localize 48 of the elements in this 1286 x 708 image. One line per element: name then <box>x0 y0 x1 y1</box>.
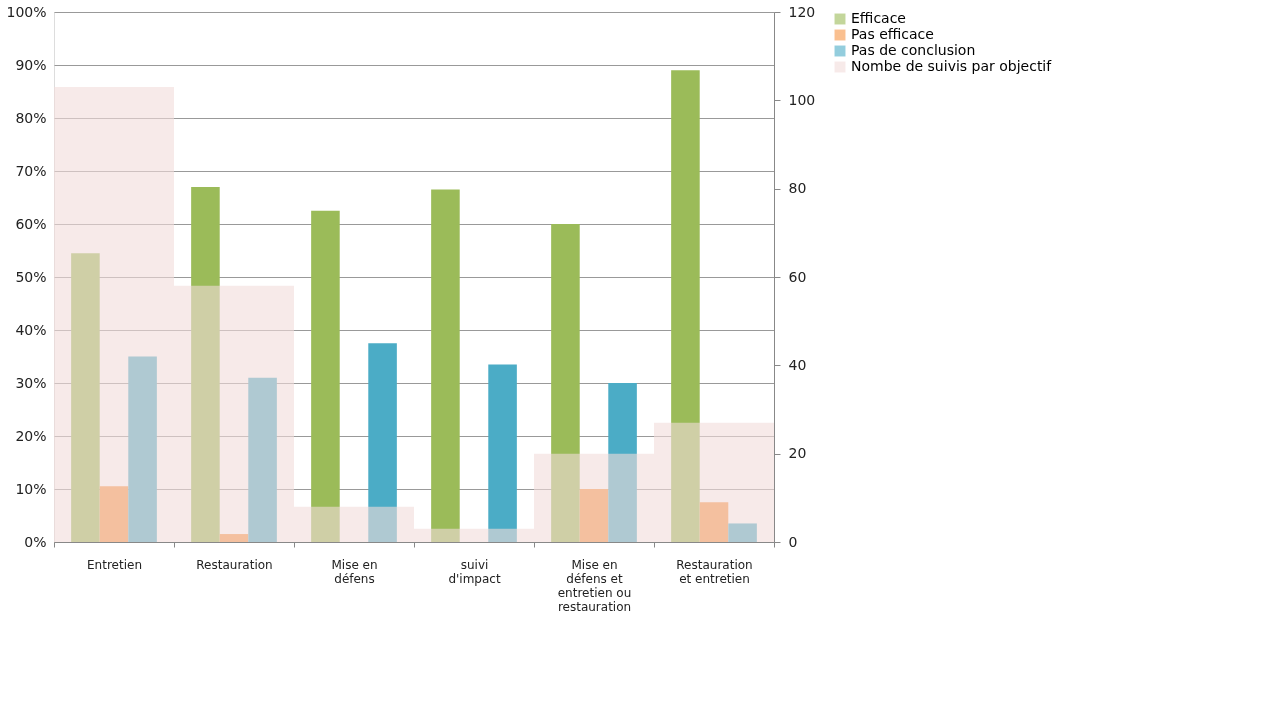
y-tick-label: 90% <box>15 56 47 73</box>
bar <box>488 364 517 542</box>
x-tick-label: Mise en défens <box>331 557 378 586</box>
legend-label: Pas de conclusion <box>851 42 976 58</box>
y2-tick-label: 40 <box>788 356 807 373</box>
y2-tick-label: 60 <box>788 268 807 285</box>
legend-label: Nombe de suivis par objectif <box>851 58 1053 74</box>
y2-tick-label: 80 <box>788 180 807 197</box>
bar <box>191 186 220 542</box>
y2-tick-label: 20 <box>788 445 807 462</box>
y-tick-label: 80% <box>15 109 47 126</box>
legend-label: Pas efficace <box>851 26 934 42</box>
bar <box>99 486 129 542</box>
x-tick-label: Entretien <box>87 557 142 572</box>
y-tick-label: 0% <box>24 533 47 550</box>
x-tick-label: Restauration et entretien <box>676 557 753 586</box>
bar <box>699 502 729 542</box>
y-tick-label: 70% <box>15 162 47 179</box>
x-tick-label: Mise en défens et entretien ou restauration <box>557 557 632 614</box>
x-tick-label: Restauration <box>196 557 273 572</box>
bar <box>579 489 609 542</box>
x-tick-label: suivi d'impact <box>448 557 501 586</box>
bar <box>368 343 397 542</box>
y2-tick-label: 0 <box>788 533 798 550</box>
bar <box>414 528 534 542</box>
bar <box>608 383 637 542</box>
bar <box>128 356 157 542</box>
bar <box>671 70 700 542</box>
bar <box>71 253 100 542</box>
bar <box>294 506 414 542</box>
y-tick-label: 10% <box>15 480 47 497</box>
bar <box>654 422 774 542</box>
y-tick-label: 20% <box>15 427 47 444</box>
y-tick-label: 30% <box>15 374 47 391</box>
legend-label: Efficace <box>851 10 906 26</box>
y-tick-label: 50% <box>15 268 47 285</box>
bar <box>248 377 277 542</box>
y2-tick-label: 120 <box>788 3 816 20</box>
y-tick-label: 100% <box>6 3 47 20</box>
y-tick-label: 40% <box>15 321 47 338</box>
bar <box>551 224 580 542</box>
y-tick-label: 60% <box>15 215 47 232</box>
y2-tick-label: 100 <box>788 91 816 108</box>
bar <box>728 523 757 542</box>
bar <box>431 189 460 542</box>
bar <box>219 534 249 542</box>
bar <box>54 87 174 542</box>
bar <box>311 210 340 542</box>
